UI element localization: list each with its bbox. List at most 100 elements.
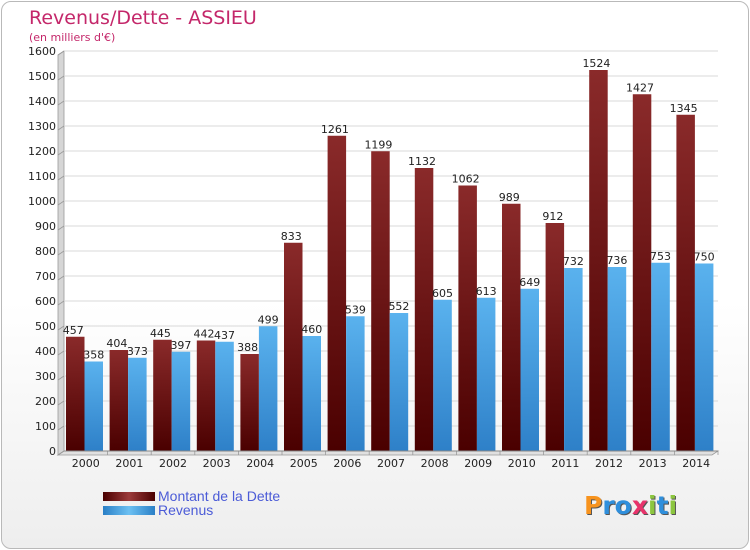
bar-revenus	[389, 313, 409, 451]
y-tick-label: 900	[35, 220, 56, 233]
data-label-dette: 1132	[408, 155, 436, 168]
x-tick-label: 2000	[72, 457, 100, 470]
y-tick-label: 200	[35, 395, 56, 408]
data-label-revenus: 613	[476, 285, 497, 298]
gridline-diagonal	[57, 150, 65, 156]
bar-revenus	[476, 297, 496, 451]
bar-revenus	[520, 288, 539, 451]
bar-dette	[676, 114, 695, 451]
data-label-dette: 1199	[364, 138, 392, 151]
y-tick-label: 1500	[28, 70, 56, 83]
bar-revenus	[694, 263, 714, 451]
y-tick-label: 1200	[28, 145, 56, 158]
bar-dette	[240, 354, 259, 451]
bar-revenus	[302, 336, 321, 451]
proxiti-logo: Proxiti	[584, 491, 677, 520]
data-label-revenus: 732	[563, 255, 584, 268]
data-label-revenus: 539	[345, 303, 366, 316]
logo-letter: r	[602, 491, 615, 520]
data-label-dette: 1427	[626, 81, 654, 94]
x-tick-label: 2007	[377, 457, 405, 470]
y-tick-label: 0	[49, 445, 56, 458]
data-label-dette: 388	[237, 341, 258, 354]
data-label-revenus: 736	[606, 254, 627, 267]
bar-revenus	[346, 316, 365, 451]
chart-title: Revenus/Dette - ASSIEU	[29, 7, 257, 29]
bar-dette	[545, 223, 565, 451]
gridline-diagonal	[57, 100, 65, 106]
x-tick-label: 2011	[551, 457, 579, 470]
bar-dette	[589, 70, 608, 451]
data-label-revenus: 649	[519, 276, 540, 289]
data-label-dette: 1345	[670, 102, 698, 115]
logo-letter: x	[631, 491, 648, 520]
y-tick-label: 100	[35, 420, 56, 433]
logo-letter: i	[648, 491, 657, 520]
y-tick-label: 1100	[28, 170, 56, 183]
data-label-revenus: 753	[650, 250, 671, 263]
y-tick-label: 1600	[28, 45, 56, 58]
data-label-revenus: 397	[170, 339, 191, 352]
y-tick-label: 800	[35, 245, 56, 258]
bar-dette	[632, 94, 652, 451]
data-label-revenus: 552	[388, 300, 409, 313]
bar-revenus	[564, 268, 583, 451]
y-tick-label: 1300	[28, 120, 56, 133]
data-label-revenus: 499	[258, 313, 279, 326]
gridline-diagonal	[57, 175, 65, 181]
gridline-diagonal	[57, 350, 65, 356]
x-tick-label: 2010	[508, 457, 536, 470]
bar-dette	[414, 168, 434, 451]
bar-dette	[196, 340, 216, 451]
y-tick-label: 600	[35, 295, 56, 308]
gridline-diagonal	[57, 200, 65, 206]
gridline-diagonal	[57, 375, 65, 381]
bar-revenus	[258, 326, 278, 451]
data-label-dette: 1261	[321, 123, 349, 136]
data-label-revenus: 358	[83, 349, 104, 362]
gridline-diagonal	[57, 275, 65, 281]
x-tick-label: 2003	[203, 457, 231, 470]
bar-dette	[109, 350, 129, 451]
y-tick-label: 1000	[28, 195, 56, 208]
y-tick-label: 500	[35, 320, 56, 333]
bar-revenus	[651, 262, 670, 451]
x-tick-label: 2012	[595, 457, 623, 470]
bar-revenus	[607, 267, 627, 451]
bar-revenus	[171, 351, 191, 451]
gridline-diagonal	[57, 125, 65, 131]
bar-revenus	[215, 341, 234, 451]
y-tick-label: 400	[35, 345, 56, 358]
bar-dette	[327, 135, 347, 451]
data-label-dette: 912	[542, 210, 563, 223]
data-label-dette: 457	[63, 324, 84, 337]
chart-floor	[56, 450, 720, 456]
bar-revenus	[128, 357, 147, 451]
gridline-diagonal	[57, 250, 65, 256]
logo-letter: o	[614, 491, 632, 520]
data-label-revenus: 605	[432, 287, 453, 300]
legend-swatch-dette	[103, 491, 155, 501]
gridline-diagonal	[57, 425, 65, 431]
x-tick-label: 2005	[290, 457, 318, 470]
legend-item-dette: Montant de la Dette	[103, 488, 280, 504]
bar-dette	[153, 339, 172, 451]
gridline-diagonal	[57, 400, 65, 406]
bar-revenus	[433, 299, 452, 451]
bar-dette	[502, 203, 521, 451]
data-label-revenus: 437	[214, 329, 235, 342]
x-tick-label: 2004	[246, 457, 274, 470]
x-tick-label: 2002	[159, 457, 187, 470]
x-tick-label: 2006	[333, 457, 361, 470]
gridline-diagonal	[57, 450, 65, 456]
data-label-dette: 1062	[452, 173, 480, 186]
bar-dette	[284, 242, 303, 451]
gridline-diagonal	[57, 300, 65, 306]
data-label-dette: 989	[499, 191, 520, 204]
data-label-dette: 404	[106, 337, 127, 350]
x-tick-label: 2008	[421, 457, 449, 470]
logo-letter: t	[656, 491, 669, 520]
x-tick-label: 2013	[639, 457, 667, 470]
